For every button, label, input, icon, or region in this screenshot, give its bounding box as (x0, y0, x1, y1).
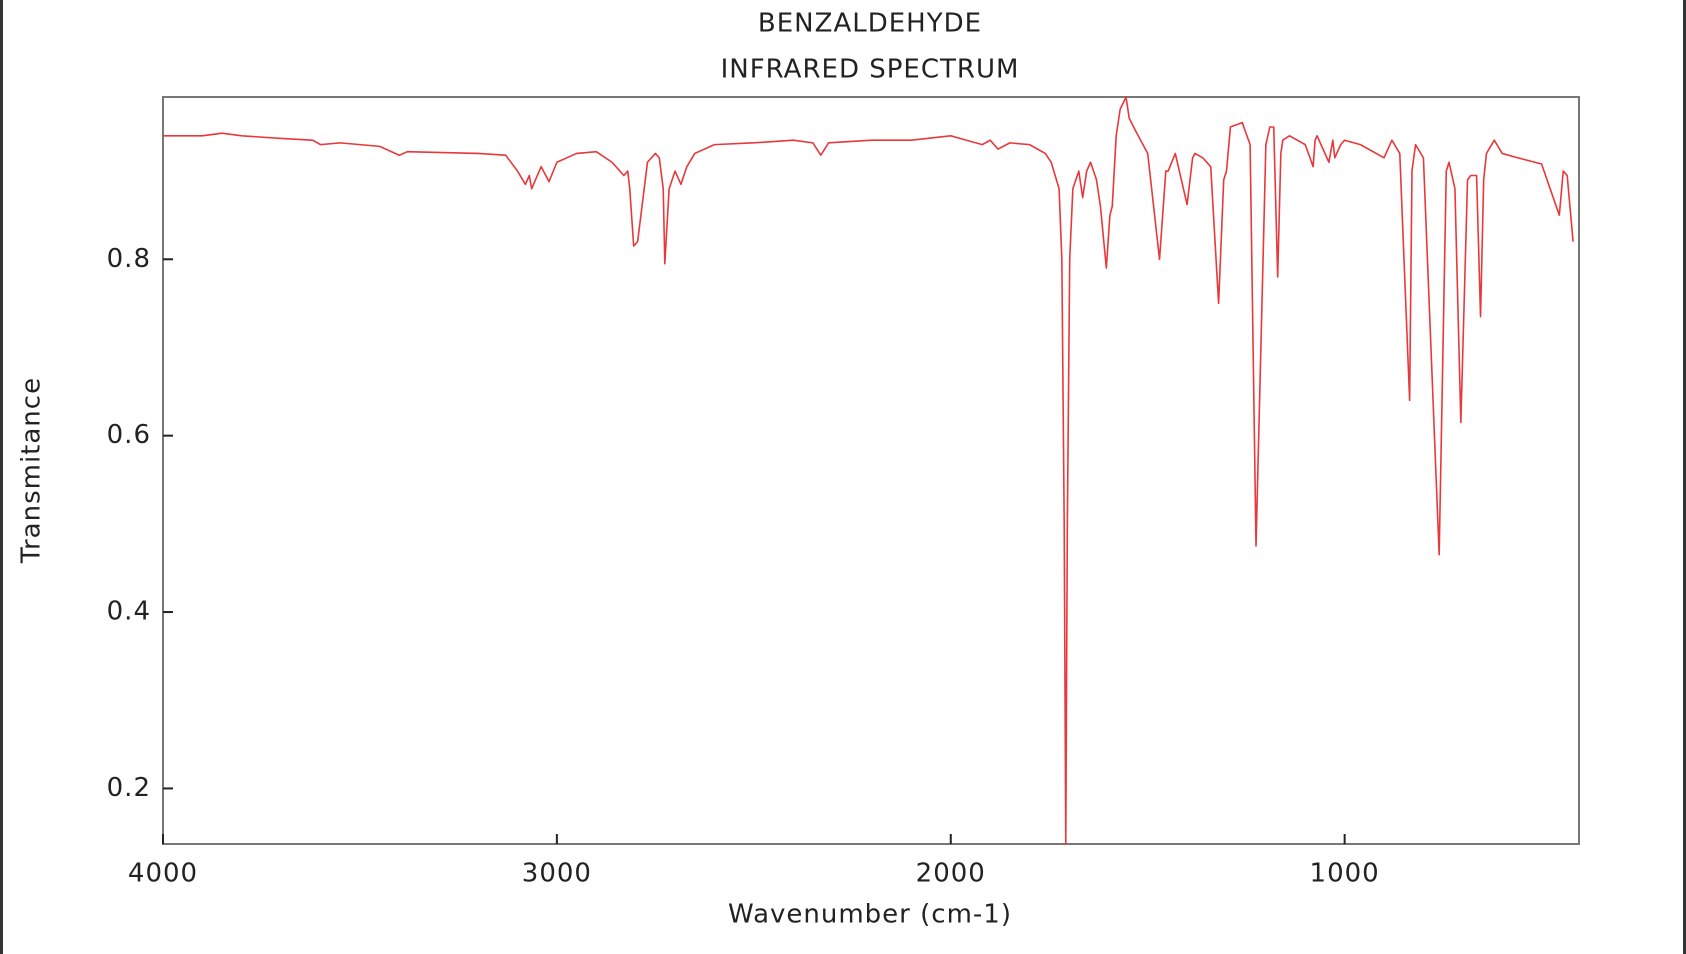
y-tick-label: 0.6 (107, 420, 151, 450)
left-border (0, 0, 3, 954)
x-tick-label: 4000 (128, 859, 198, 889)
plot-frame (162, 96, 1580, 845)
x-tick-label: 2000 (916, 859, 986, 889)
chart-subtitle: INFRARED SPECTRUM (721, 55, 1020, 85)
x-tick-label: 1000 (1310, 859, 1380, 889)
y-tick-label: 0.4 (107, 597, 151, 627)
x-tick-label: 3000 (522, 859, 592, 889)
chart-title: BENZALDEHYDE (758, 9, 982, 39)
y-axis-label: Transmitance (17, 377, 47, 564)
x-axis-label: Wavenumber (cm-1) (728, 900, 1012, 930)
y-tick-label: 0.8 (107, 244, 151, 274)
spectrum-line (163, 96, 1574, 845)
y-tick-label: 0.2 (107, 773, 151, 803)
right-border (1683, 0, 1686, 954)
